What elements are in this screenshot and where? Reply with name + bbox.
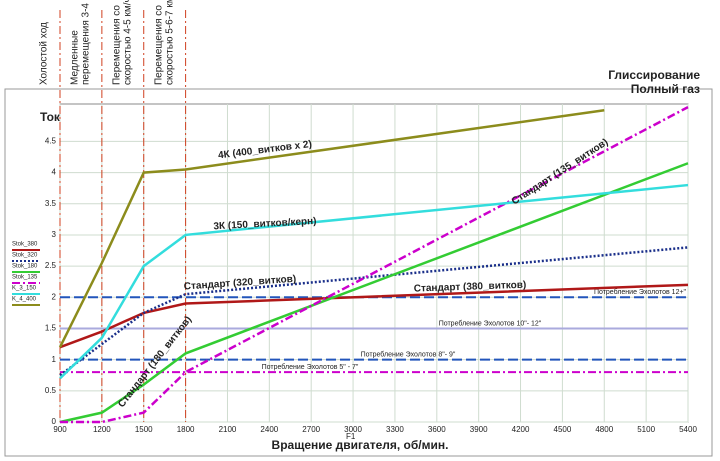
phase-label: скоростью 4-5 км/ч <box>123 0 134 85</box>
y-tick-label: 3 <box>52 230 57 239</box>
x-tick-label: 3900 <box>470 425 488 434</box>
phase-label: скоростью 5-6-7 км/ч <box>165 0 176 85</box>
x-tick-label: 2700 <box>302 425 320 434</box>
x-tick-label: 4200 <box>512 425 530 434</box>
phase-label: Перемещения со <box>154 5 165 85</box>
series-line <box>59 183 689 380</box>
reference-label: Потребление Эхолотов 8"- 9" <box>361 350 456 358</box>
x-tick-label: 3300 <box>386 425 404 434</box>
y-tick-label: 0.5 <box>45 386 57 395</box>
legend-label: K_3_150 <box>12 286 37 292</box>
y-tick-label: 3.5 <box>45 199 57 208</box>
reference-label: Потребление Эхолотов 5" - 7" <box>262 363 359 371</box>
legend-label: K_4_400 <box>12 297 37 303</box>
x-axis-label: Вращение двигателя, об/мин. <box>272 438 449 452</box>
phase-label: Медленные <box>70 30 81 85</box>
y-tick-label: 0 <box>52 417 57 426</box>
x-tick-label: 3600 <box>428 425 446 434</box>
series-line <box>59 283 689 349</box>
x-tick-label: 900 <box>53 425 67 434</box>
legend-label: Stok_180 <box>12 264 38 270</box>
outer-frame <box>4 88 713 457</box>
top-note: Полный газ <box>631 82 700 96</box>
x-tick-label: 5400 <box>679 425 697 434</box>
annotation: Стандарт (380_витков) <box>414 280 527 295</box>
legend-label: Stok_320 <box>12 253 38 259</box>
phase-label: Перемещения со <box>112 5 123 85</box>
top-note: Глиссирование <box>608 68 700 82</box>
x-tick-label: 2400 <box>260 425 278 434</box>
y-tick-label: 1 <box>52 355 57 364</box>
phase-label: Холостой ход <box>39 22 50 85</box>
x-note: F1 <box>346 432 356 441</box>
reference-label: Потребление Эхолотов 12+" <box>594 288 687 296</box>
x-tick-label: 3000 <box>344 425 362 434</box>
x-tick-label: 2100 <box>219 425 237 434</box>
series-line <box>58 108 605 348</box>
y-tick-label: 2 <box>52 292 57 301</box>
reference-label: Потребление Эхолотов 10"- 12" <box>439 319 542 327</box>
legend-label: Stok_380 <box>12 242 38 248</box>
series-line <box>59 162 689 424</box>
y-tick-label: 4.5 <box>45 137 57 146</box>
series-line <box>60 106 689 424</box>
y-tick-label: 2.5 <box>45 261 57 270</box>
x-tick-label: 5100 <box>637 425 655 434</box>
legend-label: Stok_135 <box>12 275 38 281</box>
x-tick-label: 4500 <box>554 425 572 434</box>
x-tick-label: 4800 <box>595 425 613 434</box>
x-tick-label: 1500 <box>135 425 153 434</box>
phase-label: перемещения 3-4 км/ч <box>81 0 92 85</box>
series-line <box>59 246 689 377</box>
annotation: 3К (150_витков/керн) <box>213 216 317 232</box>
x-tick-label: 1800 <box>177 425 195 434</box>
y-tick-label: 1.5 <box>45 324 57 333</box>
x-tick-label: 1200 <box>93 425 111 434</box>
y-tick-label: 4 <box>52 168 57 177</box>
